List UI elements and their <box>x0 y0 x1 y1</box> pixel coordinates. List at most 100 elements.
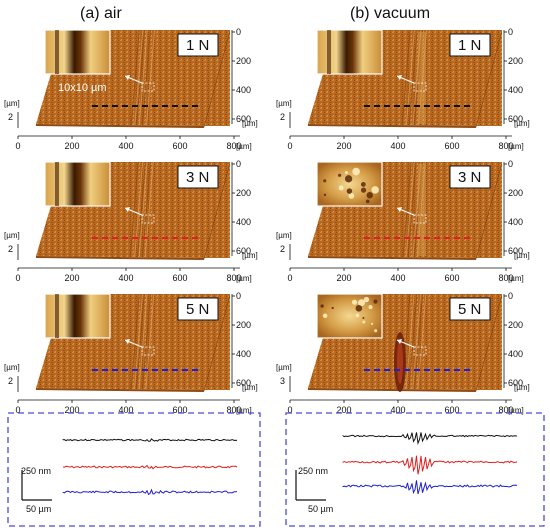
y-unit-label: [µm] <box>514 251 530 260</box>
profiles-box-air: 250 nm 50 µm <box>7 412 261 527</box>
profiles-box-vacuum: 250 nm 50 µm <box>285 412 545 527</box>
x-tick-label: 0 <box>288 405 293 415</box>
z-tick-label: 2 <box>8 244 13 254</box>
y-tick-label: 400 <box>508 217 523 227</box>
y-tick-label: 600 <box>236 378 251 388</box>
x-tick-label: 400 <box>119 273 134 283</box>
z-unit-label: [µm] <box>4 363 20 372</box>
height-profile <box>342 432 518 445</box>
height-scale-label: 250 nm <box>21 466 51 476</box>
y-tick-label: 400 <box>508 349 523 359</box>
x-tick-label: 800 <box>227 405 242 415</box>
z-unit-label: [µm] <box>276 99 292 108</box>
x-tick-label: 400 <box>391 273 406 283</box>
inset-image <box>316 161 383 207</box>
y-tick-label: 200 <box>508 320 523 330</box>
x-unit-label: [µm] <box>508 406 524 415</box>
x-unit-label: [µm] <box>236 274 252 283</box>
x-tick-label: 200 <box>65 273 80 283</box>
x-tick-label: 800 <box>227 141 242 151</box>
column-title-vacuum: (b) vacuum <box>350 5 430 22</box>
scan-area-marker <box>141 82 155 92</box>
load-badge <box>449 165 491 189</box>
z-tick-label: 3 <box>280 376 285 386</box>
inset-image <box>44 29 111 75</box>
y-tick-label: 400 <box>236 217 251 227</box>
inset-image <box>44 161 111 207</box>
height-profile <box>342 455 518 475</box>
x-tick-label: 400 <box>119 141 134 151</box>
x-tick-label: 200 <box>65 141 80 151</box>
y-tick-label: 200 <box>508 188 523 198</box>
z-tick-label: 2 <box>8 376 13 386</box>
y-unit-label: [µm] <box>242 251 258 260</box>
z-tick-label: 2 <box>8 112 13 122</box>
y-tick-label: 600 <box>508 378 523 388</box>
load-label: 5 N <box>458 301 481 318</box>
y-unit-label: [µm] <box>514 119 530 128</box>
y-unit-label: [µm] <box>242 119 258 128</box>
y-tick-label: 200 <box>236 188 251 198</box>
x-tick-label: 600 <box>173 405 188 415</box>
x-unit-label: [µm] <box>508 274 524 283</box>
y-tick-label: 400 <box>508 85 523 95</box>
height-profile <box>62 488 238 496</box>
y-unit-label: [µm] <box>514 383 530 392</box>
z-unit-label: [µm] <box>4 99 20 108</box>
z-unit-label: [µm] <box>4 231 20 240</box>
y-tick-label: 0 <box>236 159 241 169</box>
inset-image <box>316 293 383 339</box>
x-tick-label: 600 <box>173 141 188 151</box>
height-profile <box>62 438 238 442</box>
height-profile <box>62 464 238 470</box>
scan-area-marker <box>413 82 427 92</box>
y-tick-label: 0 <box>236 27 241 37</box>
height-scale-label: 250 nm <box>298 466 328 476</box>
y-tick-label: 600 <box>508 246 523 256</box>
x-tick-label: 200 <box>337 141 352 151</box>
y-tick-label: 200 <box>236 320 251 330</box>
scan-area-marker <box>413 214 427 224</box>
load-badge <box>449 33 491 57</box>
x-tick-label: 200 <box>337 273 352 283</box>
scan-area-marker <box>141 346 155 356</box>
y-tick-label: 0 <box>236 291 241 301</box>
inset-image <box>44 293 111 339</box>
load-badge <box>177 33 219 57</box>
x-tick-label: 600 <box>445 141 460 151</box>
z-unit-label: [µm] <box>276 363 292 372</box>
x-unit-label: [µm] <box>236 406 252 415</box>
load-badge <box>177 165 219 189</box>
width-scale-label: 50 µm <box>308 504 333 514</box>
x-tick-label: 800 <box>499 141 514 151</box>
x-tick-label: 0 <box>288 273 293 283</box>
y-tick-label: 400 <box>236 349 251 359</box>
y-tick-label: 0 <box>508 291 513 301</box>
z-unit-label: [µm] <box>276 231 292 240</box>
y-tick-label: 0 <box>508 159 513 169</box>
x-tick-label: 400 <box>119 405 134 415</box>
x-tick-label: 200 <box>337 405 352 415</box>
load-badge <box>177 297 219 321</box>
height-profile <box>342 480 518 495</box>
y-tick-label: 200 <box>236 56 251 66</box>
load-label: 1 N <box>458 37 481 54</box>
y-unit-label: [µm] <box>242 383 258 392</box>
x-tick-label: 0 <box>288 141 293 151</box>
y-tick-label: 0 <box>508 27 513 37</box>
x-unit-label: [µm] <box>236 142 252 151</box>
x-tick-label: 800 <box>227 273 242 283</box>
load-label: 5 N <box>186 301 209 318</box>
load-label: 3 N <box>458 169 481 186</box>
x-tick-label: 200 <box>65 405 80 415</box>
load-label: 3 N <box>186 169 209 186</box>
x-tick-label: 800 <box>499 405 514 415</box>
x-tick-label: 600 <box>445 273 460 283</box>
x-tick-label: 400 <box>391 141 406 151</box>
